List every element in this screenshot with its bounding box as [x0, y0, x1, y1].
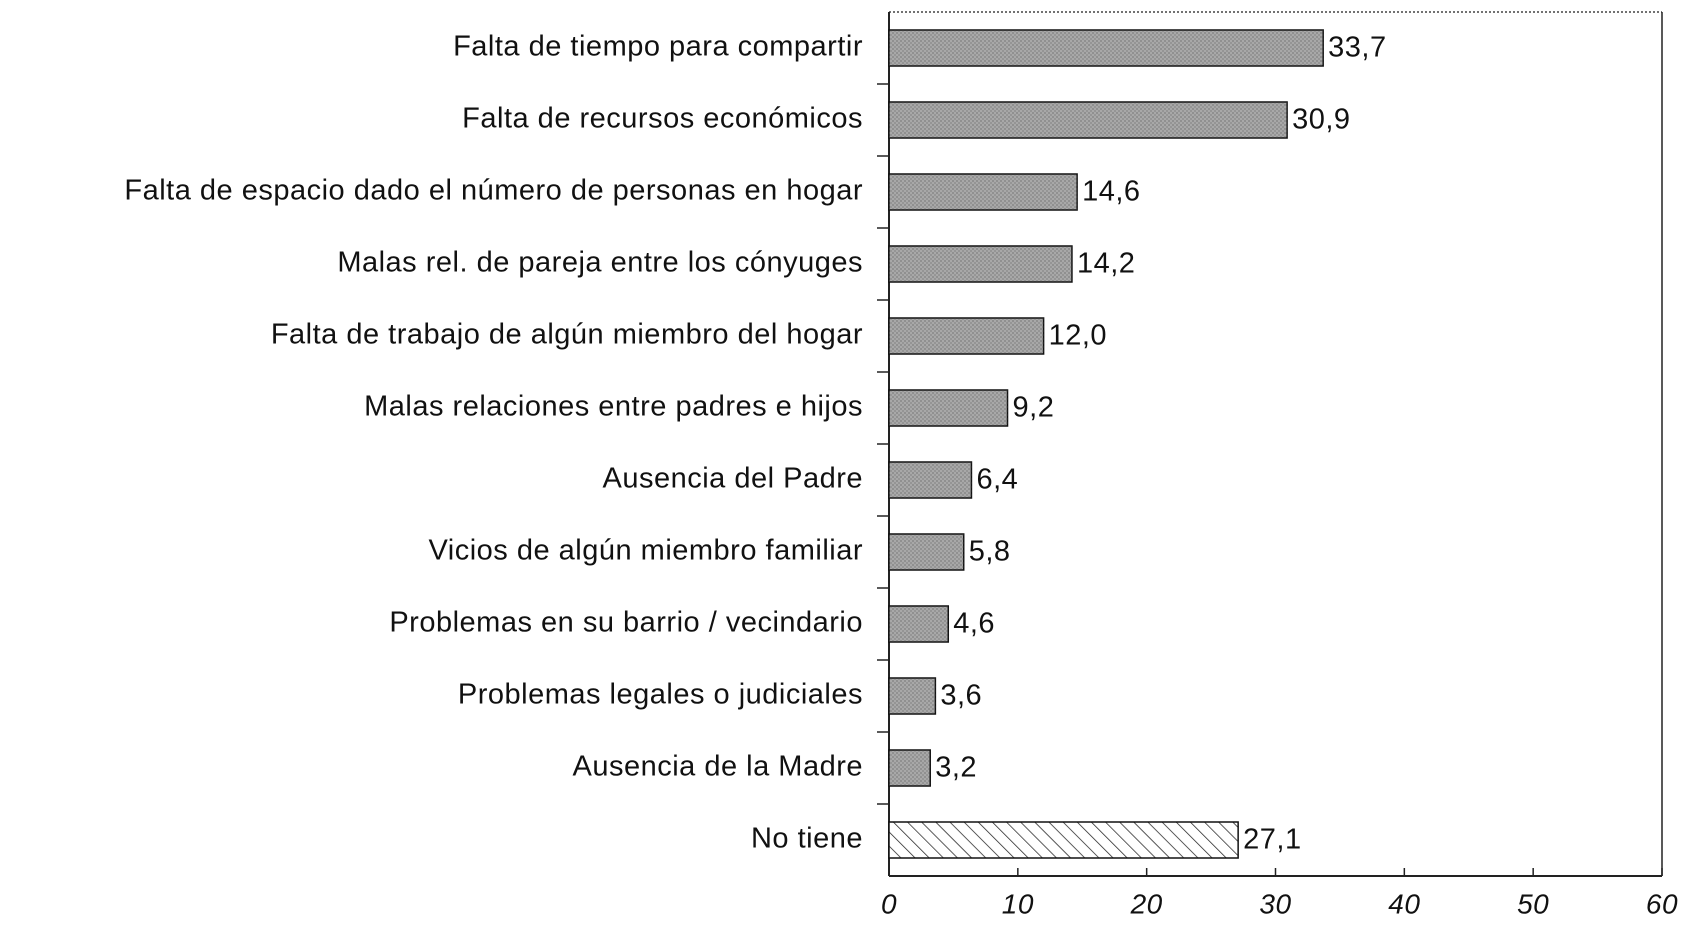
y-tick-label: Malas relaciones entre padres e hijos: [364, 391, 863, 423]
y-tick-label: Malas rel. de pareja entre los cónyuges: [337, 247, 863, 279]
x-tick-label: 30: [1259, 888, 1291, 919]
data-label: 5,8: [969, 536, 1011, 568]
x-tick-label: 10: [1002, 888, 1034, 919]
y-tick-label: Vicios de algún miembro familiar: [428, 535, 863, 567]
x-tick-label: 50: [1517, 888, 1549, 919]
data-label: 12,0: [1049, 320, 1107, 352]
bar-texture: [889, 174, 1078, 210]
y-tick-label: Problemas en su barrio / vecindario: [389, 607, 863, 639]
bar: [888, 821, 1239, 859]
bar-texture: [889, 678, 936, 714]
bar-texture: [889, 246, 1072, 282]
x-tick-label: 20: [1130, 888, 1163, 919]
bar-texture: [889, 606, 949, 642]
y-tick-label: Problemas legales o judiciales: [458, 679, 863, 711]
bar-texture: [889, 750, 931, 786]
data-label: 30,9: [1292, 104, 1350, 136]
data-label: 6,4: [976, 464, 1018, 496]
x-tick-label: 40: [1388, 888, 1420, 919]
data-label: 14,2: [1077, 248, 1135, 280]
x-tick-label: 0: [881, 888, 897, 919]
bar-texture: [889, 30, 1324, 66]
data-label: 33,7: [1328, 32, 1386, 64]
y-tick-label: Ausencia del Padre: [603, 463, 864, 495]
data-label: 9,2: [1013, 392, 1055, 424]
x-tick-label: 60: [1646, 888, 1678, 919]
y-tick-label: Ausencia de la Madre: [573, 751, 864, 783]
data-label: 27,1: [1243, 824, 1301, 856]
y-tick-label: Falta de recursos económicos: [462, 103, 863, 135]
data-label: 4,6: [953, 608, 995, 640]
y-tick-label: Falta de tiempo para compartir: [453, 31, 863, 63]
data-label: 3,6: [940, 680, 982, 712]
bar-texture: [889, 102, 1288, 138]
bar-texture: [889, 462, 972, 498]
y-tick-label: Falta de espacio dado el número de perso…: [124, 175, 863, 207]
bar-texture: [889, 390, 1008, 426]
y-tick-label: No tiene: [751, 823, 863, 855]
bar-texture: [889, 318, 1044, 354]
data-label: 14,6: [1082, 176, 1140, 208]
data-label: 3,2: [935, 752, 977, 784]
y-tick-label: Falta de trabajo de algún miembro del ho…: [271, 319, 863, 351]
bar-texture: [889, 534, 964, 570]
